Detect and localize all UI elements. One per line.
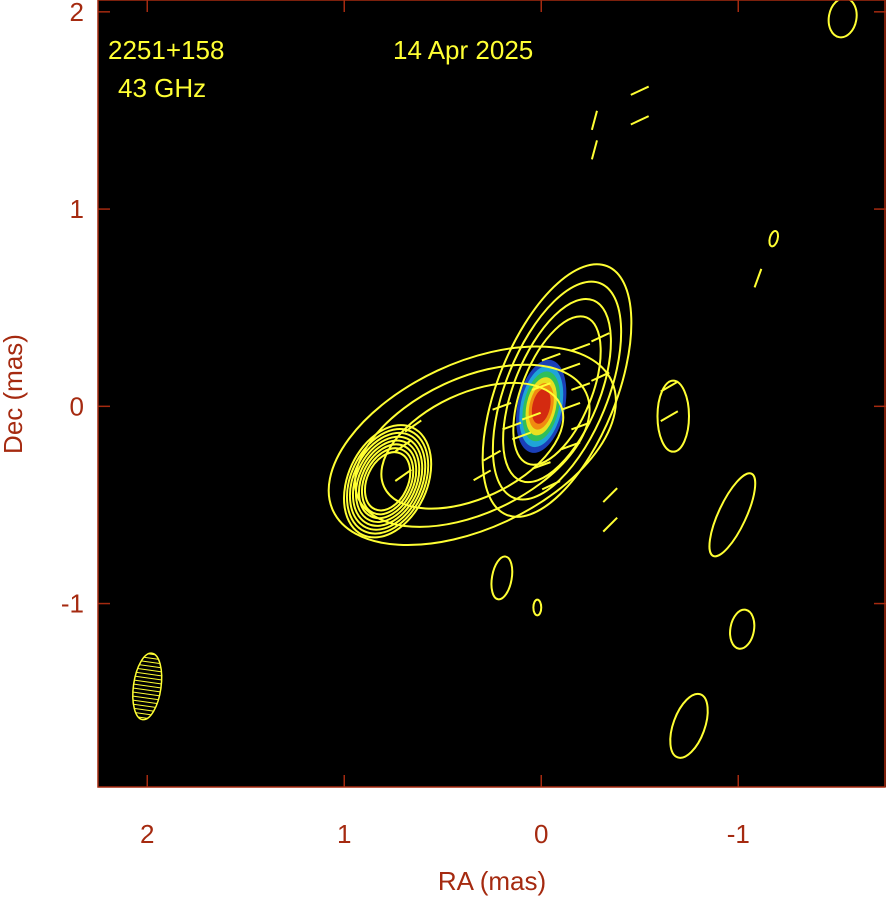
evpa-tick xyxy=(502,421,522,431)
evpa-tick xyxy=(660,410,679,422)
evpa-tick xyxy=(602,516,618,533)
evpa-tick xyxy=(561,362,581,372)
contour xyxy=(354,439,421,523)
beam xyxy=(132,652,163,721)
contour xyxy=(491,280,623,501)
plot-area xyxy=(98,0,886,787)
contour xyxy=(360,447,415,516)
y-tick-label: 1 xyxy=(70,194,84,224)
contour xyxy=(351,435,424,527)
evpa-tick xyxy=(561,441,581,451)
y-axis-label: Dec (mas) xyxy=(0,334,28,454)
evpa-tick xyxy=(630,115,650,126)
evpa-tick xyxy=(521,411,541,421)
x-tick-label: 1 xyxy=(337,819,351,849)
plot xyxy=(132,0,858,759)
frequency-label: 43 GHz xyxy=(118,73,206,103)
contour xyxy=(656,379,690,453)
contour xyxy=(827,0,858,39)
evpa-tick xyxy=(541,480,561,491)
contour xyxy=(669,692,709,759)
evpa-tick xyxy=(602,487,618,503)
evpa-tick xyxy=(630,85,650,96)
x-axis-label: RA (mas) xyxy=(438,866,546,896)
contour xyxy=(345,427,430,535)
evpa-tick xyxy=(404,419,422,433)
evpa-tick xyxy=(591,371,610,382)
contour xyxy=(502,297,612,484)
evpa-tick xyxy=(492,402,512,411)
evpa-tick xyxy=(590,110,598,131)
contour xyxy=(490,555,514,601)
contour xyxy=(481,263,633,518)
date-label: 14 Apr 2025 xyxy=(393,35,533,65)
contour xyxy=(708,472,757,558)
contour xyxy=(348,431,427,531)
axis-frame xyxy=(97,0,886,788)
evpa-tick xyxy=(571,421,591,431)
x-tick-label: -1 xyxy=(727,819,750,849)
evpa-tick xyxy=(660,380,679,393)
contour xyxy=(768,229,780,248)
source-label: 2251+158 xyxy=(108,35,224,65)
evpa-tick xyxy=(511,431,532,441)
contour xyxy=(327,345,617,547)
evpa-tick xyxy=(561,402,581,411)
evpa-tick xyxy=(531,382,551,391)
contour xyxy=(532,598,543,617)
evpa-tick xyxy=(571,342,591,352)
y-tick-label: -1 xyxy=(61,589,84,619)
contour xyxy=(380,381,565,510)
evpa-tick xyxy=(394,439,412,453)
contour xyxy=(363,451,412,512)
y-tick-label: 2 xyxy=(70,0,84,27)
evpa-tick xyxy=(590,140,598,160)
evpa-tick xyxy=(591,332,610,343)
y-tick-label: 0 xyxy=(70,391,84,421)
evpa-tick xyxy=(473,469,492,482)
contour xyxy=(512,315,602,466)
contour xyxy=(729,608,756,650)
evpa-tick xyxy=(394,468,412,482)
evpa-tick xyxy=(571,382,591,391)
evpa-tick xyxy=(482,449,502,462)
x-tick-label: 2 xyxy=(140,819,154,849)
evpa-tick xyxy=(753,268,763,288)
evpa-tick xyxy=(531,461,551,470)
x-tick-label: 0 xyxy=(534,819,548,849)
evpa-tick xyxy=(541,352,561,362)
